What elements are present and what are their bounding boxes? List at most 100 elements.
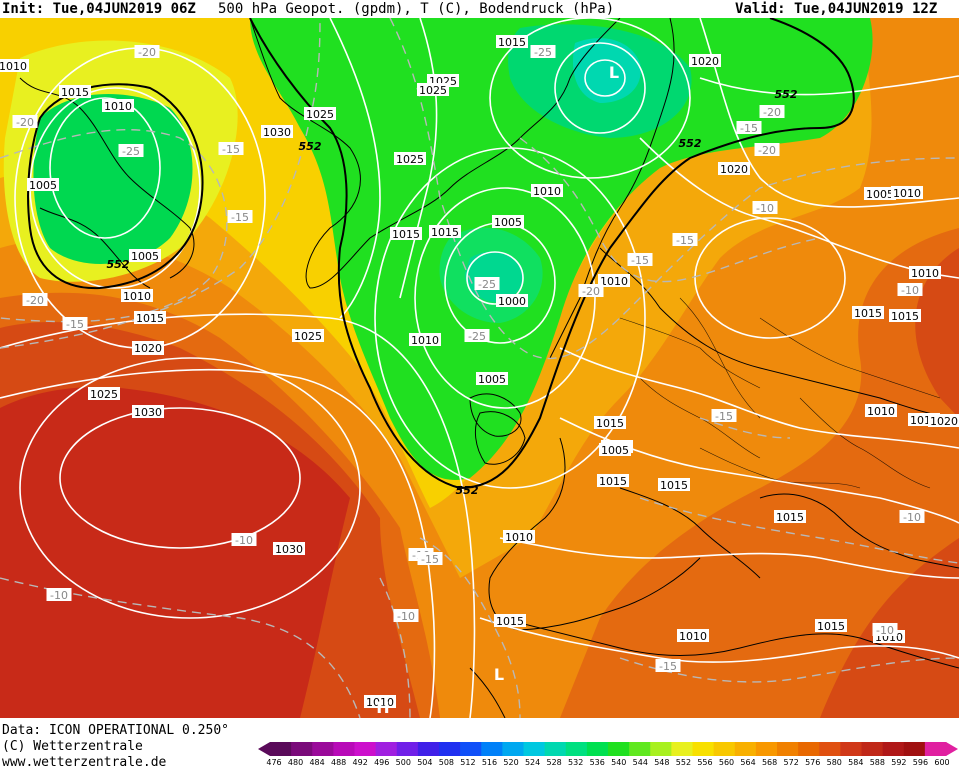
temperature-label-box	[417, 552, 443, 565]
pressure-label-box	[364, 695, 396, 708]
pressure-label: 1010	[366, 696, 394, 709]
high-pressure-symbol: H	[376, 698, 389, 717]
pressure-label-box	[658, 478, 690, 491]
temperature-label: -20	[26, 294, 44, 307]
pressure-label: 1005	[866, 188, 894, 201]
colorbar-tick-label: 480	[287, 758, 304, 767]
pressure-label-box	[815, 619, 847, 632]
temperature-label: -10	[901, 284, 919, 297]
colorbar-segment	[650, 742, 672, 756]
weather-map[interactable]: 1010101510101005101010151005101510201025…	[0, 18, 959, 718]
pressure-label-box	[292, 329, 324, 342]
pressure-label: 1010	[0, 60, 27, 73]
valid-time: Valid: Tue,04JUN2019 12Z	[735, 1, 938, 17]
colorbar-segment	[375, 742, 398, 756]
colorbar-tick-label: 488	[331, 758, 347, 767]
colorbar-tick-label: 568	[761, 758, 778, 767]
pressure-label: 1010	[679, 630, 707, 643]
temperature-label: -20	[16, 116, 34, 129]
colorbar	[258, 742, 958, 756]
pressure-label: 1010	[104, 100, 132, 113]
pressure-label: 1010	[411, 334, 439, 347]
low-pressure-symbol: L	[494, 665, 504, 684]
colorbar-segment	[861, 742, 884, 756]
colorbar-tick-label: 528	[546, 758, 562, 767]
colorbar-tick-label: 600	[934, 758, 950, 767]
pressure-label: 1025	[90, 388, 118, 401]
temperature-label-box	[393, 609, 419, 622]
pressure-label-box	[865, 404, 897, 417]
website-url[interactable]: www.wetterzentrale.de	[2, 755, 167, 770]
pressure-label-box	[261, 125, 293, 138]
height-label: 552	[107, 258, 130, 271]
pressure-label-box	[394, 152, 426, 165]
colorbar-tick-label: 524	[524, 758, 541, 767]
pressure-label-box	[132, 341, 164, 354]
height-label: 552	[679, 137, 702, 150]
pressure-label: 1010	[867, 405, 895, 418]
pressure-label-box	[677, 629, 709, 642]
colorbar-tick-label: 572	[783, 758, 799, 767]
pressure-label-box	[864, 187, 896, 200]
pressure-label: 1010	[911, 267, 939, 280]
temperature-label: -10	[903, 511, 921, 524]
colorbar-segment	[629, 742, 651, 756]
pressure-center-symbols: H L L	[376, 63, 619, 717]
pressure-label: 1015	[817, 620, 845, 633]
pressure-label-box	[121, 289, 153, 302]
pressure-label: 1010	[893, 187, 921, 200]
colorbar-tick-label: 492	[352, 758, 368, 767]
colorbar-tick-label: 520	[503, 758, 519, 767]
pressure-label: 1010	[123, 290, 151, 303]
colorbar-tick-label: 532	[568, 758, 584, 767]
field-536	[572, 38, 641, 103]
pressure-label-box	[496, 35, 528, 48]
colorbar-tick-label: 504	[417, 758, 433, 767]
pressure-label-box	[718, 162, 750, 175]
temperature-label-box	[62, 317, 88, 330]
temperature-label: -15	[659, 660, 677, 673]
chart-header: Init: Tue,04JUN2019 06Z 500 hPa Geopot. …	[0, 0, 959, 18]
pressure-label-box	[503, 530, 535, 543]
pressure-label-box	[889, 309, 921, 322]
colorbar-segment	[671, 742, 693, 756]
colorbar-tick-label: 484	[309, 758, 325, 767]
pressure-label-box	[476, 372, 508, 385]
colorbar-segment	[692, 742, 715, 756]
temperature-label: -15	[421, 553, 439, 566]
pressure-label: 1020	[691, 55, 719, 68]
temperature-label: -15	[631, 254, 649, 267]
pressure-label: 1015	[660, 479, 688, 492]
colorbar-segment	[439, 742, 461, 756]
colorbar-segment	[333, 742, 355, 756]
temperature-label: -10	[235, 534, 253, 547]
colorbar-segment	[840, 742, 862, 756]
colorbar-tick-label: 592	[891, 758, 907, 767]
colorbar-segment	[270, 742, 292, 756]
temperature-label-box	[655, 659, 681, 672]
pressure-label-box	[597, 474, 629, 487]
init-time: Init: Tue,04JUN2019 06Z	[2, 1, 196, 17]
colorbar-segment	[312, 742, 334, 756]
data-source: Data: ICON OPERATIONAL 0.250°	[2, 723, 229, 738]
temperature-label: -20	[582, 285, 600, 298]
pressure-label: 1015	[596, 417, 624, 430]
colorbar-tick-label: 476	[266, 758, 282, 767]
colorbar-tick-label: 588	[869, 758, 885, 767]
height-label: 552	[456, 484, 479, 497]
temperature-label-box	[754, 143, 780, 156]
temperature-label-box	[627, 253, 653, 266]
field-548	[250, 18, 873, 480]
chart-title: 500 hPa Geopot. (gpdm), T (C), Bodendruc…	[218, 1, 615, 17]
pressure-label-box	[304, 107, 336, 120]
pressure-label-box	[429, 225, 461, 238]
temperature-label: -25	[534, 46, 552, 59]
pressure-label-box	[88, 387, 120, 400]
temperature-label: -15	[676, 234, 694, 247]
pressure-label: 1030	[275, 543, 303, 556]
colorbar-max-arrow	[946, 742, 958, 756]
temperature-label-box	[231, 533, 257, 546]
colorbar-tick-label: 548	[654, 758, 670, 767]
pressure-label-box	[134, 311, 166, 324]
pressure-label-box	[59, 85, 91, 98]
